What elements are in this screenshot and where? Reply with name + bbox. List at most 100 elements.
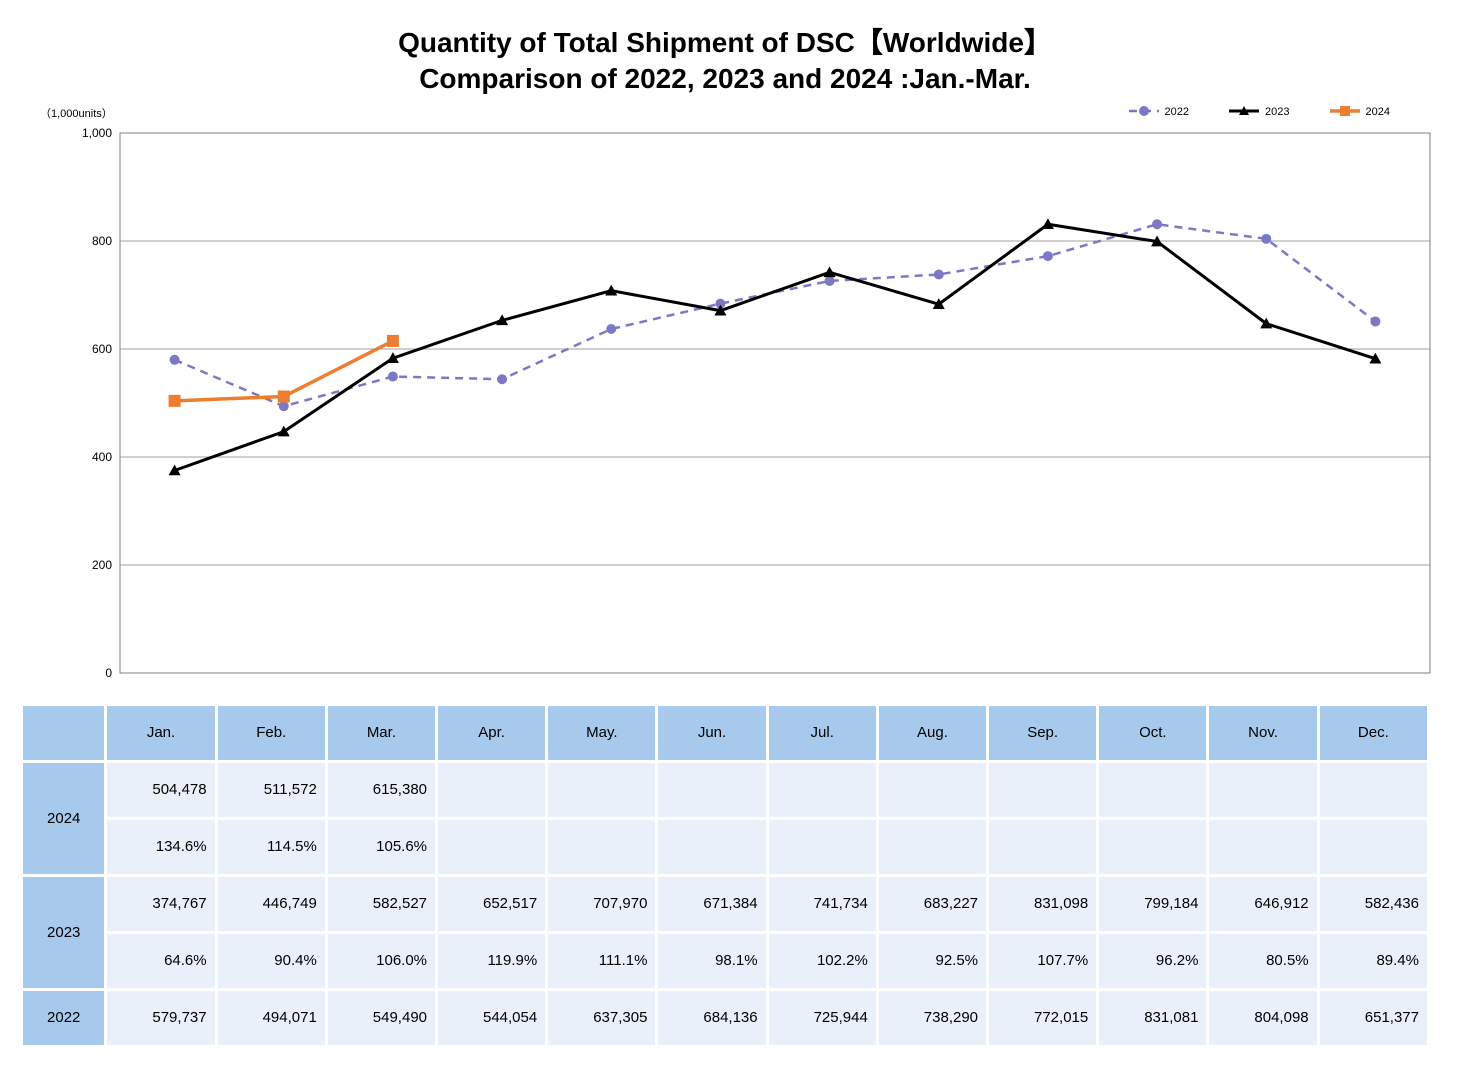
table-col-header: Oct. bbox=[1098, 704, 1208, 761]
table-col-header: Aug. bbox=[877, 704, 987, 761]
series-line-2022 bbox=[175, 224, 1376, 406]
legend-item-2024: 2024 bbox=[1330, 105, 1390, 120]
table-cell-pct: 64.6% bbox=[106, 932, 216, 989]
series-marker-2023 bbox=[824, 266, 836, 277]
table-cell-value: 725,944 bbox=[767, 989, 877, 1046]
table-cell-value bbox=[1098, 761, 1208, 818]
series-marker-2024 bbox=[169, 395, 181, 407]
chart-title: Quantity of Total Shipment of DSC【Worldw… bbox=[20, 25, 1430, 98]
table-col-header: Jun. bbox=[657, 704, 767, 761]
legend-label-2022: 2022 bbox=[1165, 106, 1189, 118]
data-table: Jan.Feb.Mar.Apr.May.Jun.Jul.Aug.Sep.Oct.… bbox=[20, 703, 1430, 1048]
series-marker-2022 bbox=[170, 355, 180, 365]
chart-legend: 202220232024 bbox=[1129, 105, 1390, 120]
table-cell-value bbox=[988, 761, 1098, 818]
table-row: 2024504,478511,572615,380 bbox=[22, 761, 1429, 818]
table-cell-value: 738,290 bbox=[877, 989, 987, 1046]
series-marker-2022 bbox=[279, 401, 289, 411]
table-cell-value: 582,527 bbox=[326, 875, 436, 932]
table-row: 134.6%114.5%105.6% bbox=[22, 818, 1429, 875]
series-marker-2024 bbox=[387, 335, 399, 347]
table-cell-value bbox=[1318, 761, 1428, 818]
series-marker-2022 bbox=[1043, 251, 1053, 261]
table-cell-pct: 96.2% bbox=[1098, 932, 1208, 989]
table-cell-pct: 114.5% bbox=[216, 818, 326, 875]
table-cell-pct: 90.4% bbox=[216, 932, 326, 989]
table-cell-value: 549,490 bbox=[326, 989, 436, 1046]
table-cell-value: 772,015 bbox=[988, 989, 1098, 1046]
table-cell-value: 831,081 bbox=[1098, 989, 1208, 1046]
table-cell-pct: 89.4% bbox=[1318, 932, 1428, 989]
legend-item-2022: 2022 bbox=[1129, 105, 1189, 120]
table-col-header: Sep. bbox=[988, 704, 1098, 761]
table-cell-value bbox=[1208, 761, 1318, 818]
table-cell-value: 511,572 bbox=[216, 761, 326, 818]
table-cell-pct bbox=[877, 818, 987, 875]
table-cell-pct bbox=[1318, 818, 1428, 875]
table-cell-value: 446,749 bbox=[216, 875, 326, 932]
legend-swatch-2023 bbox=[1229, 105, 1259, 120]
y-tick-label: 200 bbox=[92, 558, 112, 572]
series-line-2023 bbox=[175, 224, 1376, 470]
table-cell-pct bbox=[547, 818, 657, 875]
title-line2: Comparison of 2022, 2023 and 2024 :Jan.-… bbox=[20, 61, 1430, 97]
table-cell-value: 582,436 bbox=[1318, 875, 1428, 932]
series-marker-2022 bbox=[388, 371, 398, 381]
table-col-header: Dec. bbox=[1318, 704, 1428, 761]
table-cell-pct bbox=[988, 818, 1098, 875]
table-cell-pct: 111.1% bbox=[547, 932, 657, 989]
table-cell-pct: 134.6% bbox=[106, 818, 216, 875]
table-col-header: Feb. bbox=[216, 704, 326, 761]
series-marker-2022 bbox=[1370, 316, 1380, 326]
table-cell-value: 684,136 bbox=[657, 989, 767, 1046]
y-tick-label: 0 bbox=[105, 666, 112, 680]
table-cell-value bbox=[657, 761, 767, 818]
table-cell-pct: 119.9% bbox=[437, 932, 547, 989]
table-col-header: Apr. bbox=[437, 704, 547, 761]
table-row: 64.6%90.4%106.0%119.9%111.1%98.1%102.2%9… bbox=[22, 932, 1429, 989]
series-marker-2022 bbox=[1261, 234, 1271, 244]
table-cell-pct: 98.1% bbox=[657, 932, 767, 989]
legend-swatch-2024 bbox=[1330, 105, 1360, 120]
table-cell-value: 579,737 bbox=[106, 989, 216, 1046]
table-col-header: May. bbox=[547, 704, 657, 761]
table-cell-value bbox=[767, 761, 877, 818]
table-cell-pct: 92.5% bbox=[877, 932, 987, 989]
table-cell-value: 504,478 bbox=[106, 761, 216, 818]
y-axis-unit-label: （1,000units） bbox=[40, 105, 113, 121]
table-cell-pct: 80.5% bbox=[1208, 932, 1318, 989]
legend-label-2024: 2024 bbox=[1366, 106, 1390, 118]
table-cell-value: 651,377 bbox=[1318, 989, 1428, 1046]
y-tick-label: 1,000 bbox=[82, 126, 112, 140]
table-row: 2022579,737494,071549,490544,054637,3056… bbox=[22, 989, 1429, 1046]
series-marker-2024 bbox=[278, 390, 290, 402]
table-cell-pct bbox=[657, 818, 767, 875]
table-cell-value bbox=[437, 761, 547, 818]
table-cell-value: 615,380 bbox=[326, 761, 436, 818]
series-marker-2022 bbox=[934, 269, 944, 279]
plot-border bbox=[120, 133, 1430, 673]
series-marker-2022 bbox=[1152, 219, 1162, 229]
table-cell-value: 637,305 bbox=[547, 989, 657, 1046]
table-cell-value: 494,071 bbox=[216, 989, 326, 1046]
line-chart: 02004006008001,000 bbox=[80, 113, 1440, 683]
table-row-label: 2022 bbox=[22, 989, 106, 1046]
table-cell-pct: 107.7% bbox=[988, 932, 1098, 989]
y-tick-label: 400 bbox=[92, 450, 112, 464]
chart-wrapper: （1,000units） 202220232024 02004006008001… bbox=[80, 113, 1410, 683]
table-cell-value: 652,517 bbox=[437, 875, 547, 932]
table-cell-pct: 105.6% bbox=[326, 818, 436, 875]
table-cell-pct: 102.2% bbox=[767, 932, 877, 989]
title-line1: Quantity of Total Shipment of DSC【Worldw… bbox=[20, 25, 1430, 61]
table-col-header: Jul. bbox=[767, 704, 877, 761]
table-corner-cell bbox=[22, 704, 106, 761]
table-cell-value: 741,734 bbox=[767, 875, 877, 932]
table-cell-pct bbox=[1098, 818, 1208, 875]
table-cell-value: 831,098 bbox=[988, 875, 1098, 932]
table-cell-value: 683,227 bbox=[877, 875, 987, 932]
table-cell-value: 374,767 bbox=[106, 875, 216, 932]
table-header-row: Jan.Feb.Mar.Apr.May.Jun.Jul.Aug.Sep.Oct.… bbox=[22, 704, 1429, 761]
table-col-header: Nov. bbox=[1208, 704, 1318, 761]
table-col-header: Mar. bbox=[326, 704, 436, 761]
table-row-label: 2023 bbox=[22, 875, 106, 989]
